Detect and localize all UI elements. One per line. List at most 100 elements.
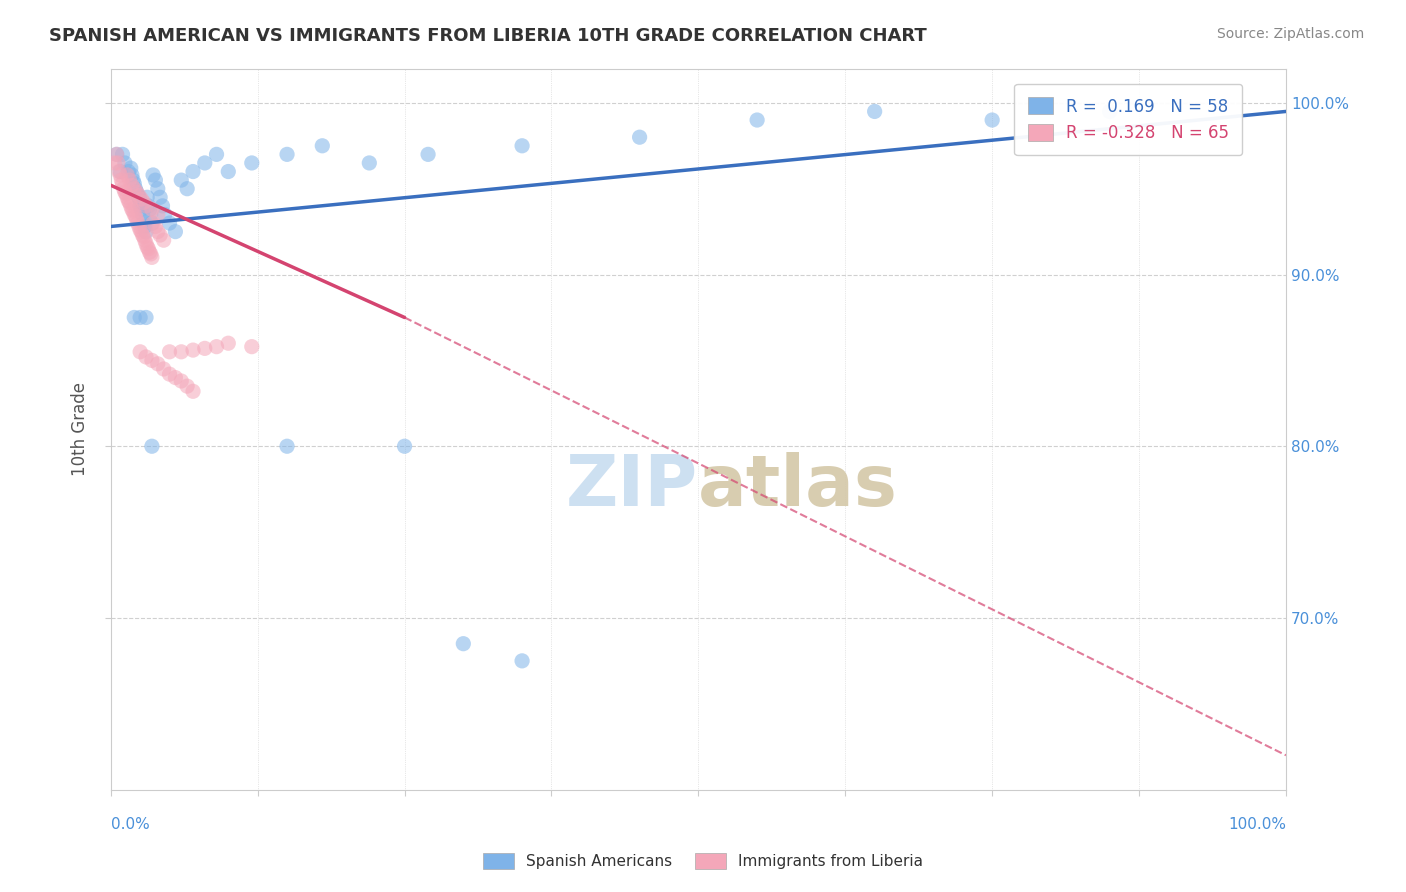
Point [170,344,193,359]
Text: 0.0%: 0.0% [111,817,149,832]
Point [138,202,160,217]
Point [131,207,153,221]
Point [176,182,198,196]
Point [138,245,160,260]
Point [141,216,163,230]
Point [181,384,204,399]
Point [194,156,217,170]
Point [117,164,139,178]
Point [176,379,198,393]
Point [115,190,138,204]
Point [141,202,163,217]
Y-axis label: 10th Grade: 10th Grade [72,382,89,476]
Point [146,207,169,221]
Point [165,370,187,384]
Point [110,173,132,187]
Point [120,161,142,175]
Point [416,147,439,161]
Point [122,310,145,325]
Point [117,194,139,208]
Point [159,367,181,381]
Point [125,212,148,227]
Point [138,242,160,256]
Point [139,247,162,261]
Text: ZIP: ZIP [567,452,699,521]
Point [108,168,131,182]
Point [152,362,174,376]
Point [107,156,129,170]
Point [153,207,176,221]
Text: atlas: atlas [699,452,898,521]
Point [131,192,153,206]
Point [122,207,145,221]
Point [510,654,533,668]
Point [128,190,150,204]
Point [135,236,157,251]
Point [149,190,172,204]
Point [159,216,181,230]
Point [170,173,193,187]
Point [194,342,217,356]
Point [121,202,143,217]
Point [132,195,155,210]
Point [131,228,153,243]
Point [135,225,157,239]
Point [240,156,263,170]
Point [1098,104,1121,119]
Point [145,219,167,234]
Point [217,336,239,351]
Text: Source: ZipAtlas.com: Source: ZipAtlas.com [1216,27,1364,41]
Point [121,178,143,193]
Point [131,202,153,217]
Point [132,229,155,244]
Point [141,251,163,265]
Point [142,216,165,230]
Point [139,207,162,221]
Point [122,177,145,191]
Point [145,173,167,187]
Point [135,350,157,364]
Point [114,185,136,199]
Point [128,188,150,202]
Point [129,344,152,359]
Point [205,340,228,354]
Point [127,216,149,230]
Point [170,374,193,388]
Point [394,439,416,453]
Point [135,199,157,213]
Point [359,156,381,170]
Point [118,173,141,187]
Point [276,147,298,161]
Legend: R =  0.169   N = 58, R = -0.328   N = 65: R = 0.169 N = 58, R = -0.328 N = 65 [1014,84,1243,155]
Point [181,343,204,357]
Point [122,173,145,187]
Point [311,138,333,153]
Point [136,240,159,254]
Point [128,219,150,234]
Text: 100.0%: 100.0% [1227,817,1286,832]
Point [115,168,138,182]
Point [141,439,163,453]
Point [114,156,136,170]
Point [276,439,298,453]
Point [122,204,145,219]
Point [135,310,157,325]
Point [111,147,134,161]
Point [111,177,134,191]
Point [146,182,169,196]
Point [142,168,165,182]
Point [745,113,768,128]
Point [146,357,169,371]
Point [127,188,149,202]
Point [121,168,143,182]
Point [108,164,131,178]
Point [129,199,152,213]
Point [152,199,174,213]
Point [125,185,148,199]
Point [134,219,156,234]
Point [124,209,146,223]
Point [159,344,181,359]
Point [105,147,128,161]
Text: SPANISH AMERICAN VS IMMIGRANTS FROM LIBERIA 10TH GRADE CORRELATION CHART: SPANISH AMERICAN VS IMMIGRANTS FROM LIBE… [49,27,927,45]
Point [120,199,142,213]
